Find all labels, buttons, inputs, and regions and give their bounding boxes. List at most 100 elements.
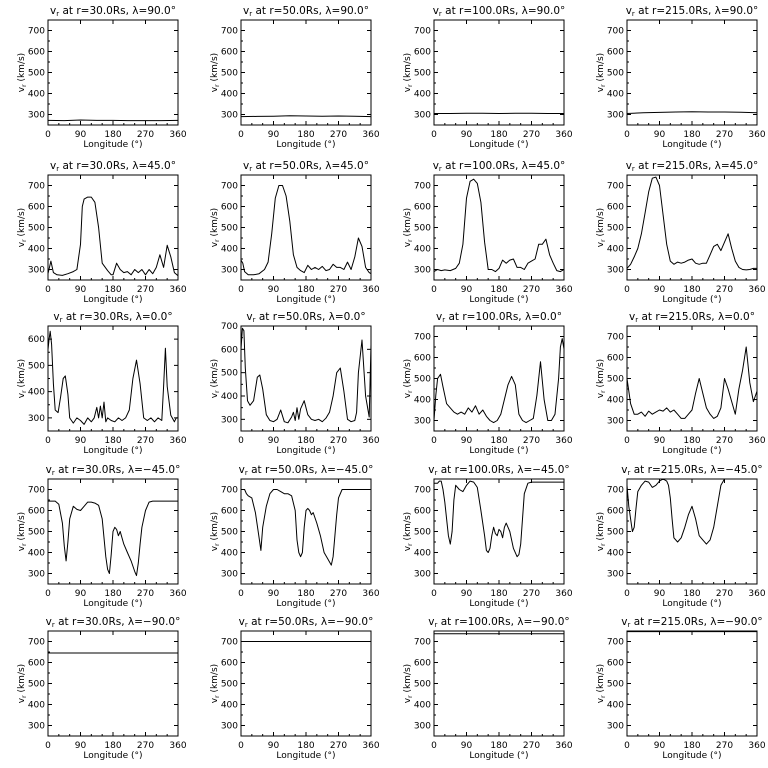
y-tick-label: 300 — [221, 415, 238, 425]
panel-title: vr at r=50.0Rs, λ=0.0° — [246, 311, 365, 324]
x-tick-label: 360 — [555, 589, 572, 599]
series-line — [47, 119, 179, 122]
y-tick-label: 400 — [414, 549, 431, 559]
panel-title: vr at r=100.0Rs, λ=90.0° — [433, 5, 566, 18]
series-line — [626, 111, 758, 114]
y-axis-label: vr (km/s) — [210, 512, 221, 551]
y-tick-label: 500 — [607, 69, 624, 79]
x-tick-label: 0 — [624, 436, 630, 446]
series-line — [626, 346, 758, 419]
y-tick-label: 300 — [28, 722, 45, 732]
plot-frame — [47, 478, 179, 585]
x-axis-label: Longitude (°) — [276, 140, 335, 150]
y-tick-label: 400 — [28, 701, 45, 711]
y-axis-label: vr (km/s) — [17, 208, 28, 247]
y-tick-label: 300 — [28, 266, 45, 276]
series-line — [47, 330, 178, 425]
x-tick-label: 270 — [330, 589, 347, 599]
series-line — [48, 500, 178, 577]
y-tick-label: 600 — [28, 659, 45, 669]
y-axis-label: vr (km/s) — [403, 664, 414, 703]
y-tick-label: 600 — [28, 335, 45, 345]
x-axis-label: Longitude (°) — [662, 140, 721, 150]
x-tick-label: 180 — [683, 130, 700, 140]
y-tick-label: 500 — [28, 528, 45, 538]
x-tick-label: 360 — [169, 741, 186, 751]
x-tick-label: 90 — [268, 741, 280, 751]
x-tick-label: 360 — [362, 285, 379, 295]
x-tick-label: 270 — [716, 436, 733, 446]
panel-title: vr at r=30.0Rs, λ=−90.0° — [46, 616, 181, 629]
y-tick-label: 500 — [607, 224, 624, 234]
y-tick-label: 300 — [607, 111, 624, 121]
y-tick-label: 600 — [414, 507, 431, 517]
x-tick-label: 90 — [75, 285, 87, 295]
x-axis-label: Longitude (°) — [83, 446, 142, 456]
x-tick-label: 270 — [716, 130, 733, 140]
x-tick-label: 270 — [716, 741, 733, 751]
y-tick-label: 300 — [414, 417, 431, 427]
series-line — [240, 115, 372, 118]
x-tick-label: 270 — [137, 741, 154, 751]
y-axis-label: vr (km/s) — [596, 664, 607, 703]
y-tick-label: 700 — [221, 638, 238, 648]
y-tick-label: 500 — [607, 680, 624, 690]
y-axis-label: vr (km/s) — [17, 359, 28, 398]
y-tick-label: 400 — [607, 701, 624, 711]
y-tick-label: 600 — [414, 48, 431, 58]
panel-title: vr at r=50.0Rs, λ=−90.0° — [239, 616, 374, 629]
x-tick-label: 90 — [75, 589, 87, 599]
x-tick-label: 0 — [624, 589, 630, 599]
x-tick-label: 180 — [104, 741, 121, 751]
y-tick-label: 600 — [607, 354, 624, 364]
x-tick-label: 180 — [297, 741, 314, 751]
x-tick-label: 360 — [555, 741, 572, 751]
x-tick-label: 0 — [45, 589, 51, 599]
y-axis-label: vr (km/s) — [17, 664, 28, 703]
series-line — [47, 196, 179, 277]
panel-title: vr at r=100.0Rs, λ=−90.0° — [428, 616, 569, 629]
x-tick-label: 180 — [490, 130, 507, 140]
y-tick-label: 500 — [28, 680, 45, 690]
series-line — [433, 178, 565, 273]
x-tick-label: 180 — [104, 285, 121, 295]
x-tick-label: 360 — [362, 741, 379, 751]
x-tick-label: 360 — [748, 130, 765, 140]
x-axis-label: Longitude (°) — [83, 599, 142, 609]
x-tick-label: 90 — [75, 130, 87, 140]
x-tick-label: 360 — [555, 130, 572, 140]
panel-title: vr at r=30.0Rs, λ=90.0° — [50, 5, 176, 18]
y-tick-label: 600 — [607, 507, 624, 517]
y-tick-label: 400 — [414, 396, 431, 406]
plot-frame — [433, 325, 565, 432]
series-line — [433, 338, 565, 424]
x-tick-label: 270 — [716, 285, 733, 295]
x-tick-label: 90 — [654, 589, 666, 599]
y-tick-label: 400 — [607, 245, 624, 255]
y-axis-label: vr (km/s) — [596, 359, 607, 398]
y-tick-label: 500 — [414, 224, 431, 234]
y-tick-label: 700 — [28, 182, 45, 192]
panel-title: vr at r=215.0Rs, λ=0.0° — [629, 311, 755, 324]
x-axis-label: Longitude (°) — [469, 751, 528, 761]
y-axis-label: vr (km/s) — [403, 359, 414, 398]
plot-frame — [240, 478, 372, 585]
y-tick-label: 400 — [28, 549, 45, 559]
x-tick-label: 0 — [238, 741, 244, 751]
plot-frame — [47, 19, 179, 126]
y-tick-label: 600 — [414, 659, 431, 669]
y-tick-label: 400 — [414, 245, 431, 255]
y-tick-label: 700 — [607, 638, 624, 648]
y-tick-label: 400 — [607, 396, 624, 406]
y-tick-label: 700 — [28, 638, 45, 648]
x-tick-label: 270 — [716, 589, 733, 599]
y-axis-label: vr (km/s) — [210, 208, 221, 247]
x-tick-label: 90 — [268, 285, 280, 295]
